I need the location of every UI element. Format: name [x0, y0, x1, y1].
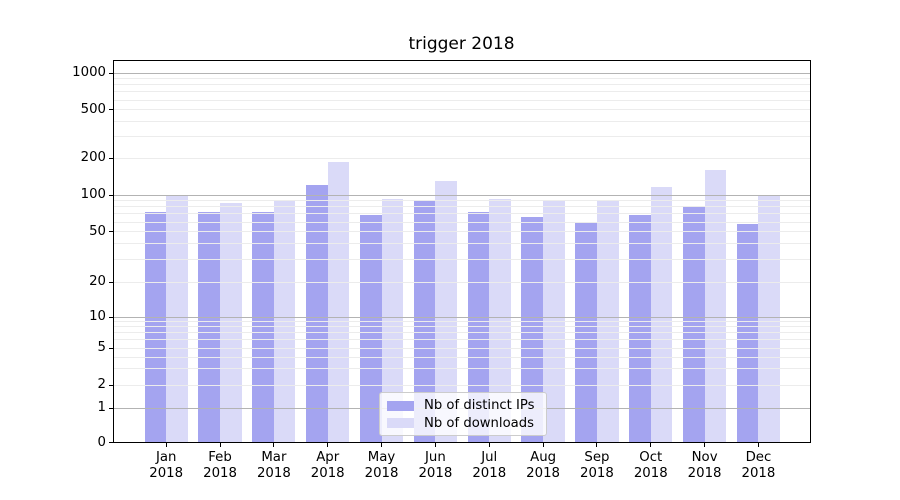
bar-downloads: [435, 181, 457, 443]
grid-line-minor: [113, 99, 810, 101]
axis-spine-bottom: [113, 442, 810, 443]
axis-spine-right: [809, 60, 811, 443]
grid-line-minor: [113, 321, 810, 323]
y-tick-mark: [109, 407, 113, 409]
y-tick-mark: [109, 109, 113, 111]
grid-line-minor: [113, 347, 810, 349]
y-tick-label: 100: [80, 187, 106, 202]
x-tick-mark: [273, 442, 275, 447]
bar-downloads: [650, 186, 673, 443]
grid-line-minor: [113, 356, 810, 358]
y-tick-mark: [109, 442, 113, 443]
grid-line-minor: [113, 78, 810, 80]
x-tick-label: Jul 2018: [472, 449, 507, 482]
grid-line-minor: [113, 243, 810, 245]
bar-distinct-ips: [306, 184, 328, 443]
bar-distinct-ips: [521, 217, 544, 443]
chart-title: trigger 2018: [408, 34, 515, 54]
grid-line-minor: [113, 157, 810, 159]
legend-entry: Nb of downloads: [387, 415, 538, 433]
y-tick-label: 2: [97, 377, 106, 392]
x-tick-label: Feb 2018: [203, 449, 237, 482]
legend-swatch-downloads: [387, 418, 414, 429]
x-tick-mark: [219, 442, 221, 447]
x-tick-label: May 2018: [364, 449, 399, 482]
bar-distinct-ips: [359, 215, 382, 443]
x-tick-label: Nov 2018: [687, 449, 722, 482]
bar-downloads: [220, 202, 242, 443]
x-tick-mark: [381, 442, 383, 447]
x-tick-label: Jun 2018: [418, 449, 453, 482]
y-tick-label: 10: [89, 309, 106, 324]
x-tick-mark: [542, 442, 544, 447]
x-tick-label: Dec 2018: [741, 449, 776, 482]
x-tick-label: Aug 2018: [526, 449, 560, 482]
x-tick-mark: [704, 442, 706, 447]
y-tick-mark: [109, 231, 113, 233]
y-tick-label: 1000: [72, 65, 106, 80]
bar-downloads: [166, 195, 188, 443]
x-tick-label: Apr 2018: [310, 449, 345, 482]
y-tick-label: 5: [97, 340, 106, 355]
y-tick-label: 50: [89, 223, 106, 239]
grid-line-minor: [113, 281, 810, 283]
bar-downloads: [758, 195, 781, 443]
grid-line-minor: [113, 384, 810, 386]
x-tick-mark: [650, 442, 652, 447]
bar-distinct-ips: [683, 206, 705, 443]
y-tick-label: 20: [89, 274, 106, 289]
y-tick-mark: [109, 281, 113, 283]
x-tick-label: Mar 2018: [256, 449, 291, 482]
y-tick-label: 1: [97, 400, 106, 415]
bar-distinct-ips: [629, 214, 651, 443]
bar-downloads: [327, 162, 350, 443]
grid-line-minor: [113, 231, 810, 233]
grid-line-minor: [113, 109, 810, 111]
grid-line-minor: [113, 213, 810, 215]
grid-line-major: [113, 194, 810, 196]
legend: Nb of distinct IPs Nb of downloads: [379, 392, 547, 436]
x-tick-label: Sep 2018: [579, 449, 614, 482]
grid-line-minor: [113, 136, 810, 138]
x-tick-label: Oct 2018: [633, 449, 668, 482]
x-tick-mark: [327, 442, 329, 447]
axis-spine-top: [113, 59, 810, 61]
grid-line-minor: [113, 84, 810, 86]
y-tick-label: 200: [80, 150, 106, 166]
x-tick-mark: [434, 442, 436, 447]
grid-line-minor: [113, 121, 810, 123]
grid-line-minor: [113, 91, 810, 93]
grid-line-minor: [113, 339, 810, 341]
legend-swatch-distinct-ips: [387, 400, 414, 411]
grid-line-minor: [113, 332, 810, 334]
axis-spine-left: [112, 60, 114, 443]
bar-downloads: [704, 170, 727, 443]
grid-line-minor: [113, 259, 810, 261]
y-tick-mark: [109, 384, 113, 386]
grid-line-major: [113, 316, 810, 318]
grid-line-minor: [113, 221, 810, 223]
y-tick-label: 0: [97, 434, 106, 450]
x-tick-label: Jan 2018: [149, 449, 184, 482]
y-tick-mark: [109, 157, 113, 159]
y-tick-mark: [109, 347, 113, 349]
x-tick-mark: [596, 442, 598, 447]
grid-line-minor: [113, 368, 810, 370]
grid-line-minor: [113, 200, 810, 202]
y-tick-mark: [109, 316, 113, 318]
grid-line-minor: [113, 206, 810, 208]
y-tick-mark: [109, 194, 113, 196]
grid-line-minor: [113, 326, 810, 328]
legend-entry: Nb of distinct IPs: [387, 397, 538, 415]
x-tick-mark: [757, 442, 759, 447]
legend-label: Nb of distinct IPs: [424, 398, 535, 414]
y-tick-mark: [109, 72, 113, 74]
x-tick-mark: [165, 442, 167, 447]
y-tick-label: 500: [80, 101, 106, 117]
x-tick-mark: [488, 442, 490, 447]
grid-line-major: [113, 72, 810, 74]
legend-label: Nb of downloads: [424, 415, 534, 431]
